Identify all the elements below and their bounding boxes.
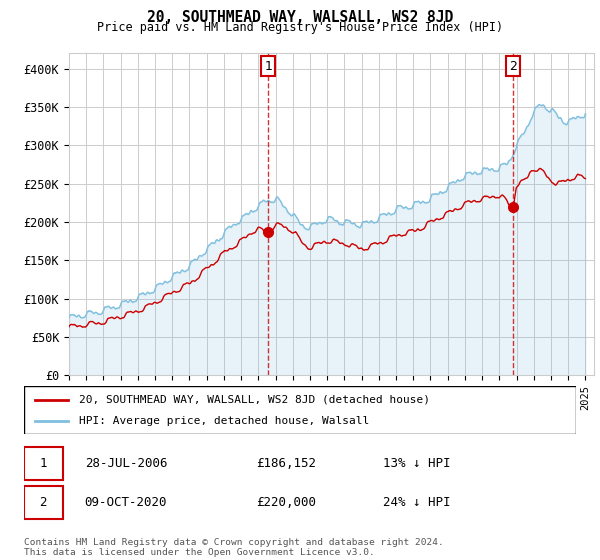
Text: 2: 2 (509, 59, 517, 73)
Text: 09-OCT-2020: 09-OCT-2020 (85, 496, 167, 509)
Text: 24% ↓ HPI: 24% ↓ HPI (383, 496, 450, 509)
Bar (24, 486, 62, 520)
Text: 1: 1 (264, 59, 272, 73)
Bar (24, 447, 62, 480)
Text: £186,152: £186,152 (256, 457, 316, 470)
Text: 28-JUL-2006: 28-JUL-2006 (85, 457, 167, 470)
Text: Price paid vs. HM Land Registry's House Price Index (HPI): Price paid vs. HM Land Registry's House … (97, 21, 503, 34)
Text: HPI: Average price, detached house, Walsall: HPI: Average price, detached house, Wals… (79, 416, 370, 426)
Text: 1: 1 (40, 457, 47, 470)
Text: Contains HM Land Registry data © Crown copyright and database right 2024.
This d: Contains HM Land Registry data © Crown c… (24, 538, 444, 557)
Text: 20, SOUTHMEAD WAY, WALSALL, WS2 8JD: 20, SOUTHMEAD WAY, WALSALL, WS2 8JD (147, 10, 453, 25)
Text: £220,000: £220,000 (256, 496, 316, 509)
Text: 2: 2 (40, 496, 47, 509)
Text: 13% ↓ HPI: 13% ↓ HPI (383, 457, 450, 470)
Text: 20, SOUTHMEAD WAY, WALSALL, WS2 8JD (detached house): 20, SOUTHMEAD WAY, WALSALL, WS2 8JD (det… (79, 395, 430, 405)
